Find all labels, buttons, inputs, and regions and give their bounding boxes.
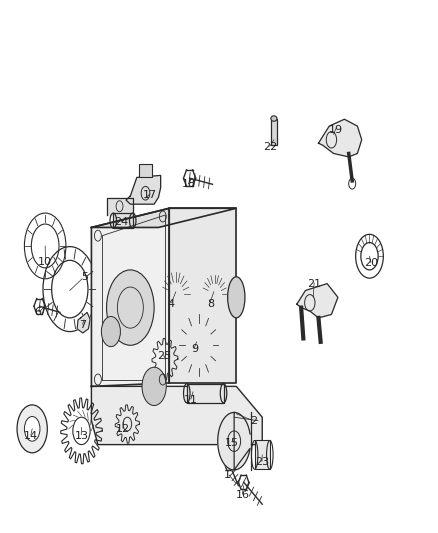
Polygon shape	[77, 312, 90, 333]
Circle shape	[25, 416, 40, 441]
Bar	[271, 118, 277, 144]
Text: 11: 11	[184, 395, 198, 405]
Polygon shape	[169, 208, 236, 383]
Bar	[113, 213, 133, 228]
Polygon shape	[92, 208, 169, 386]
Text: 4: 4	[168, 299, 175, 309]
Polygon shape	[318, 119, 362, 157]
Ellipse shape	[271, 116, 277, 122]
Polygon shape	[92, 386, 262, 445]
Text: 7: 7	[79, 320, 86, 330]
Text: 20: 20	[364, 258, 378, 268]
FancyBboxPatch shape	[113, 213, 133, 228]
Text: 23: 23	[255, 457, 269, 467]
Circle shape	[101, 317, 120, 346]
Text: 24: 24	[115, 217, 129, 227]
Text: 17: 17	[143, 190, 157, 199]
Text: 21: 21	[307, 279, 321, 289]
Text: 9: 9	[192, 344, 199, 354]
Text: 2: 2	[250, 416, 257, 426]
FancyBboxPatch shape	[254, 440, 270, 469]
Polygon shape	[126, 175, 161, 204]
Text: 5: 5	[81, 272, 88, 282]
Circle shape	[142, 367, 166, 406]
Text: 10: 10	[38, 257, 52, 266]
Ellipse shape	[228, 277, 245, 318]
Text: 19: 19	[328, 125, 343, 134]
Circle shape	[17, 405, 47, 453]
Text: 8: 8	[207, 299, 214, 309]
FancyBboxPatch shape	[187, 384, 223, 403]
Polygon shape	[218, 413, 250, 470]
Text: 22: 22	[263, 142, 277, 151]
Text: 14: 14	[24, 431, 38, 441]
Circle shape	[106, 270, 154, 345]
Text: 6: 6	[35, 308, 42, 317]
Bar	[139, 164, 152, 177]
Text: 15: 15	[225, 438, 239, 448]
Bar	[187, 384, 223, 403]
Text: 25: 25	[157, 351, 171, 360]
Text: 16: 16	[236, 490, 250, 499]
Text: 1: 1	[224, 471, 231, 480]
Text: 13: 13	[74, 431, 88, 441]
Bar	[254, 440, 270, 469]
Polygon shape	[92, 208, 236, 228]
Text: 12: 12	[116, 424, 130, 434]
Polygon shape	[297, 284, 338, 318]
Polygon shape	[106, 198, 133, 215]
Text: 18: 18	[182, 179, 196, 189]
